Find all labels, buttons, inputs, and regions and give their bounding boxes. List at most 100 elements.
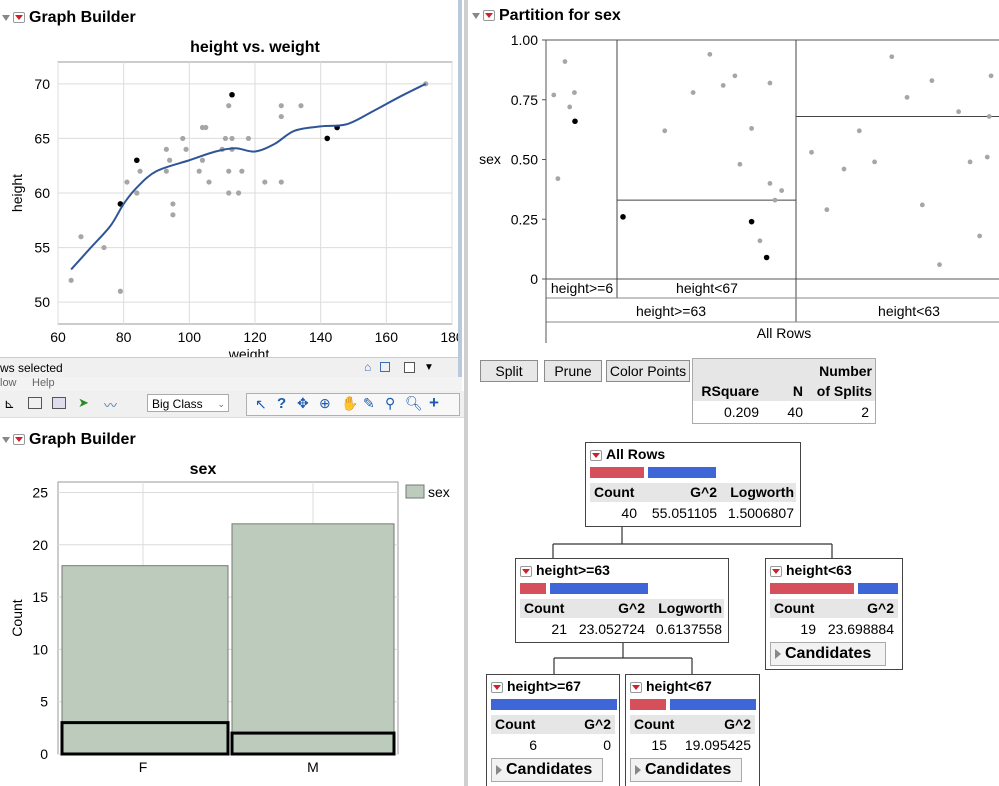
y-tick-label: 0 [530, 271, 538, 287]
graph-builder-2-header[interactable]: Graph Builder [2, 429, 136, 451]
partition-header[interactable]: Partition for sex [472, 5, 621, 27]
brush-tool-icon[interactable]: ⊕ [319, 395, 331, 411]
disclosure-icon[interactable] [472, 12, 480, 19]
partition-point [551, 92, 557, 98]
report-icon[interactable] [52, 397, 66, 409]
status-text: ws selected [0, 361, 63, 375]
y-tick-label: 0.75 [511, 92, 538, 108]
node-all-rows-label: All Rows [606, 446, 666, 462]
red-triangle-menu-icon[interactable] [13, 434, 25, 446]
data-point [170, 201, 176, 207]
g2-value: 23.698884 [827, 621, 894, 637]
crosshair-tool-icon[interactable]: ✥ [297, 395, 309, 411]
bar-chart: sex 0 5 10 15 20 25 F Msex Count sex [9, 461, 450, 786]
help-tool-icon[interactable]: ? [277, 395, 287, 412]
data-point [124, 179, 130, 185]
disclosure-icon[interactable] [2, 14, 10, 21]
splits-value: 2 [861, 404, 869, 420]
node-height-ge-67-label: height>=67 [507, 678, 581, 694]
data-point [196, 168, 202, 174]
data-point [278, 179, 284, 185]
node-height-lt-63[interactable]: height<63 Count G^2 19 23.698884 Candida… [765, 558, 903, 670]
x-tick-label: 180 [440, 329, 460, 345]
lasso-tool-icon[interactable]: ✎ [363, 395, 375, 411]
data-point [167, 157, 173, 163]
checkbox-icon[interactable] [404, 362, 415, 373]
axis-icon[interactable]: ⊾ [4, 396, 15, 411]
partition-title: Partition for sex [499, 7, 621, 24]
menu-item-window[interactable]: low [0, 377, 17, 389]
home-icon[interactable]: ⌂ [364, 360, 372, 374]
data-point [183, 146, 189, 152]
g2-value: 23.052724 [578, 621, 645, 637]
partition-point [841, 166, 847, 172]
partition-selected-point [748, 218, 755, 225]
graph-builder-1-title: Graph Builder [29, 9, 136, 26]
graph-icon[interactable]: 〰 [104, 398, 118, 413]
color-points-button[interactable]: Color Points [606, 360, 690, 382]
node-height-ge-67-bar-m [491, 699, 617, 710]
node-height-ge-63[interactable]: height>=63 Count G^2 Logworth 21 23.0527… [515, 558, 729, 643]
node-height-ge-63-label: height>=63 [536, 562, 610, 578]
selected-bar-M [230, 731, 396, 756]
node-height-ge-67[interactable]: height>=67 Count G^2 6 0 Candidates [486, 674, 620, 786]
magnifier-tool-icon[interactable]: 🔍︎ [405, 395, 423, 411]
table-select[interactable]: Big Class ⌄ [147, 394, 229, 412]
dropdown-arrow-icon[interactable]: ▼ [424, 362, 434, 373]
graph-builder-1-header[interactable]: Graph Builder [2, 7, 136, 29]
x-tick-label: 80 [116, 329, 132, 345]
partition-selected-point [763, 254, 770, 261]
data-point [298, 103, 304, 109]
arrow-tool-icon[interactable]: ↖ [255, 396, 267, 412]
zoom-tool-icon[interactable]: ⚲ [385, 395, 396, 411]
node-all-rows[interactable]: All Rows Count G^2 Logworth 40 55.051105… [585, 442, 801, 527]
data-point [262, 179, 268, 185]
menu-bar: low Help [0, 377, 462, 391]
y-tick-label: 50 [34, 294, 50, 310]
node-height-lt-67-bar-f [630, 699, 666, 710]
red-triangle-menu-icon[interactable] [770, 565, 782, 577]
split-button[interactable]: Split [480, 360, 538, 382]
partition-point [767, 80, 773, 86]
menu-item-help[interactable]: Help [32, 377, 55, 389]
candidates-toggle[interactable]: Candidates [630, 758, 742, 782]
x-tick-label: M [307, 759, 319, 775]
plus-tool-icon[interactable]: + [429, 393, 439, 412]
y-axis-label: height [9, 174, 25, 212]
table-icon[interactable] [28, 397, 42, 409]
count-header: Count [524, 600, 565, 616]
prune-button[interactable]: Prune [544, 360, 602, 382]
node-height-lt-67[interactable]: height<67 Count G^2 15 19.095425 Candida… [625, 674, 760, 786]
status-bar: ws selected ⌂ ▼ [0, 357, 460, 378]
candidates-toggle[interactable]: Candidates [770, 642, 886, 666]
count-value: 40 [621, 505, 637, 521]
red-triangle-menu-icon[interactable] [483, 10, 495, 22]
red-triangle-menu-icon[interactable] [13, 12, 25, 24]
partition-point [986, 114, 992, 119]
data-point [134, 190, 140, 196]
partition-point [772, 197, 778, 203]
partition-y-label: sex [479, 151, 501, 167]
data-point [226, 168, 232, 174]
partition-point [690, 90, 696, 95]
red-triangle-menu-icon[interactable] [520, 565, 532, 577]
hand-tool-icon[interactable]: ✋ [341, 395, 359, 411]
red-triangle-menu-icon[interactable] [491, 681, 503, 693]
data-point [203, 124, 209, 131]
g2-header: G^2 [618, 600, 645, 616]
data-point [278, 113, 284, 120]
y-tick-label: 0.50 [511, 152, 538, 168]
disclosure-icon[interactable] [2, 436, 10, 443]
selected-data-point [229, 91, 235, 98]
partition-point [555, 176, 561, 182]
grid-icon[interactable] [380, 362, 390, 372]
red-triangle-menu-icon[interactable] [630, 681, 642, 693]
red-triangle-menu-icon[interactable] [590, 449, 602, 461]
data-point [226, 103, 232, 109]
pane-divider [464, 0, 468, 786]
tool-palette: ↖ ? ✥ ⊕ ✋ ✎ ⚲ 🔍︎ + [246, 393, 460, 416]
candidates-toggle[interactable]: Candidates [491, 758, 603, 782]
run-script-icon[interactable]: ➤ [78, 395, 89, 410]
partition-point [707, 51, 713, 57]
logworth-value: 0.6137558 [655, 621, 722, 637]
